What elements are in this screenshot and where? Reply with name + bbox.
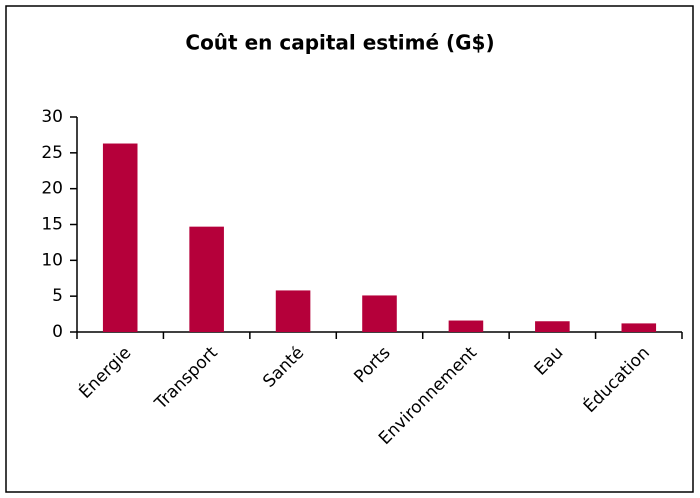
y-tick-label: 20 <box>41 179 63 199</box>
bar <box>535 321 570 332</box>
chart-title: Coût en capital estimé (G$) <box>185 31 494 55</box>
bar <box>275 290 311 332</box>
y-tick-label: 30 <box>41 107 63 127</box>
y-tick-label: 0 <box>52 322 63 342</box>
y-tick-label: 25 <box>41 143 63 163</box>
y-tick-label: 5 <box>52 286 63 306</box>
bar <box>448 320 484 332</box>
bar <box>102 143 138 332</box>
y-tick-label: 15 <box>41 215 63 235</box>
bar <box>621 323 657 332</box>
bar <box>189 226 224 332</box>
y-tick-label: 10 <box>41 250 63 270</box>
bar <box>362 295 397 332</box>
